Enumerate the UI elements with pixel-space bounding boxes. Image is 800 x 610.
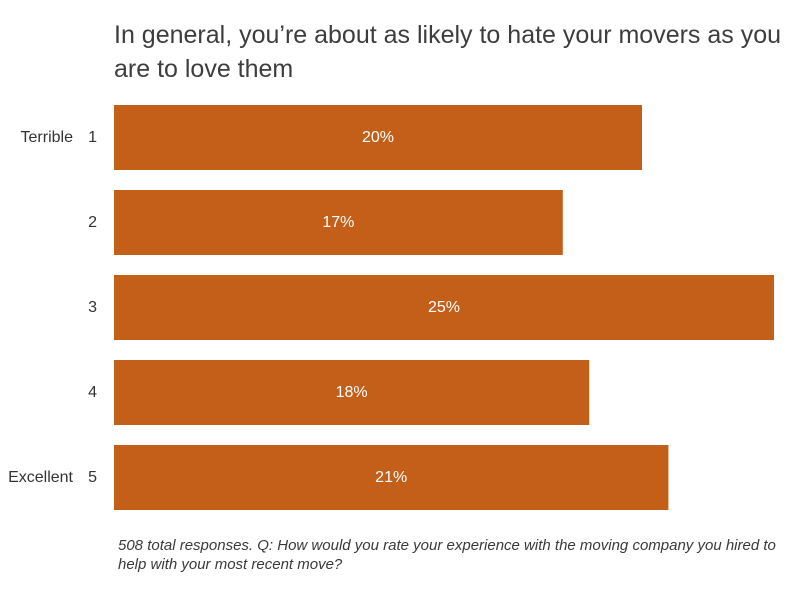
y-tick-label: 2 <box>88 214 97 231</box>
bar-value-label: 20% <box>362 129 394 146</box>
bar-5 <box>114 445 669 510</box>
scale-anchor-label: Terrible <box>21 129 74 146</box>
bar-4 <box>114 360 590 425</box>
bar-value-label: 17% <box>322 214 354 231</box>
scale-anchor-label: Excellent <box>8 469 73 486</box>
bar-value-label: 18% <box>336 384 368 401</box>
y-tick-label: 5 <box>88 469 97 486</box>
bar-2 <box>114 190 563 255</box>
bar-chart: 20% 1 Terrible 17% 2 25% 3 18% 4 21% 5 Excellent <box>8 105 774 510</box>
bar-3 <box>114 275 774 340</box>
bar-value-label: 21% <box>375 469 407 486</box>
chart-footnote: 508 total responses. Q: How would you ra… <box>118 537 776 573</box>
bar-1 <box>114 105 642 170</box>
bar-value-label: 25% <box>428 299 460 316</box>
y-tick-label: 3 <box>88 299 97 316</box>
y-tick-label: 1 <box>88 129 97 146</box>
chart-title: In general, you’re about as likely to ha… <box>114 21 782 83</box>
y-tick-label: 4 <box>88 384 97 401</box>
